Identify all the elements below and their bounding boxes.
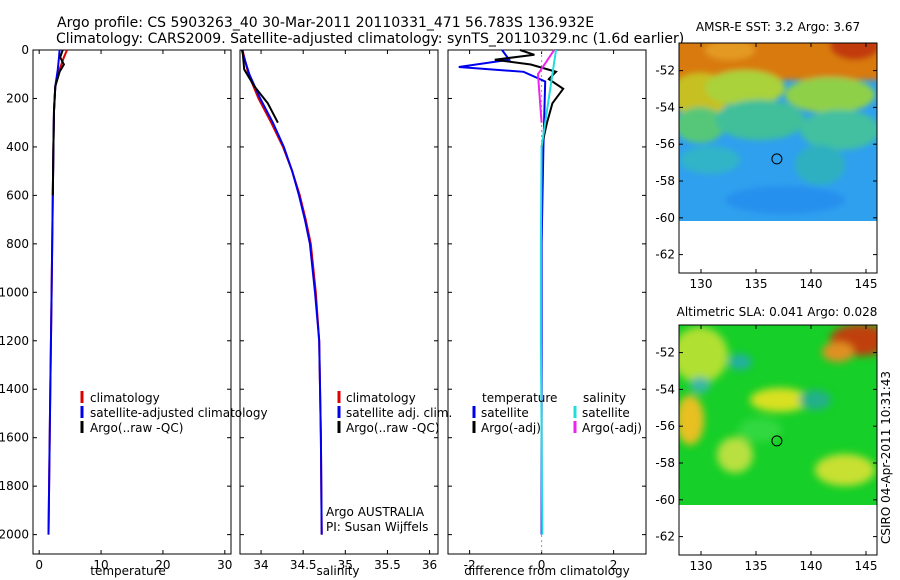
x-tick-label: 10 [93,558,108,572]
map-y-tick-label: -54 [655,382,675,396]
series-line-temperature-satellite [458,49,547,535]
x-tick-label: 34 [253,558,268,572]
map-x-tick-label: 145 [855,559,878,573]
legend-label-temp-argo: Argo(-adj) [481,421,541,435]
x-tick-label: 34.5 [290,558,317,572]
x-tick-label: 35 [338,558,353,572]
y-tick-label: 400 [6,140,29,154]
map-y-tick-label: -58 [655,456,675,470]
x-tick-label: 2 [610,558,618,572]
map-x-tick-label: 130 [690,277,713,291]
map-y-tick-label: -56 [655,137,675,151]
sst-map-box [678,42,878,274]
legend-label-satellite: satellite adj. clim. [346,406,452,420]
y-tick-label: 1800 [0,479,29,493]
figure-title-line1: Argo profile: CS 5903263_40 30-Mar-2011 … [57,15,594,31]
sla-argo-marker [771,435,783,447]
y-tick-label: 0 [21,43,29,57]
map-y-tick-label: -60 [655,493,675,507]
difference-legend: temperature salinity satellite Argo(-adj… [472,391,642,435]
map-x-tick-label: 140 [800,559,823,573]
sst-map-panel: AMSR-E SST: 3.2 Argo: 3.67 130 135 140 145 -… [655,20,878,291]
x-tick-label: 20 [155,558,170,572]
legend-header-salinity: salinity [583,391,626,405]
x-tick-label: 36 [422,558,437,572]
sla-map-panel: Altimetric SLA: 0.041 Argo: 0.028 130 135… [655,305,878,573]
y-tick-label: 1000 [0,285,29,299]
x-tick-label: 30 [217,558,232,572]
sst-map-title: AMSR-E SST: 3.2 Argo: 3.67 [696,20,860,34]
x-tick-label: 0 [35,558,43,572]
difference-xlabel: difference from climatology [464,564,630,578]
sst-heatmap [679,43,877,221]
y-tick-label: 1600 [0,431,29,445]
legend-label-climatology: climatology [346,391,416,405]
y-tick-label: 200 [6,91,29,105]
figure-title-line2: Climatology: CARS2009. Satellite-adjuste… [56,31,684,47]
temperature-xlabel: temperature [90,564,165,578]
timestamp-watermark: CSIRO 04-Apr-2011 10:31:43 [879,371,893,544]
legend-label-climatology: climatology [90,391,160,405]
temperature-panel: 0 10 20 30 0 200 400 600 800 1000 1200 1400 1600 1800… [0,43,268,578]
salinity-xlabel: salinity [316,564,359,578]
legend-label-argo: Argo(..raw -QC) [90,421,183,435]
difference-panel: -2 0 2 difference from climatology tempera… [447,49,647,578]
legend-header-temperature: temperature [482,391,557,405]
map-x-tick-label: 130 [690,559,713,573]
sla-map-title: Altimetric SLA: 0.041 Argo: 0.028 [677,305,878,319]
difference-axes-box [447,49,647,555]
map-y-tick-label: -52 [655,64,675,78]
sla-map-box [678,324,878,556]
legend-label-temp-satellite: satellite [481,406,529,420]
map-y-tick-label: -60 [655,211,675,225]
legend-label-argo: Argo(..raw -QC) [346,421,439,435]
y-tick-label: 1400 [0,382,29,396]
y-tick-label: 2000 [0,528,29,542]
series-line-argo-raw-qc- [241,49,279,124]
sla-heatmap [679,325,877,505]
salinity-panel: 34 34.5 35 35.5 36 salinity climatology sate… [239,49,452,578]
y-tick-label: 600 [6,188,29,202]
map-y-tick-label: -52 [655,346,675,360]
x-tick-label: 0 [538,558,546,572]
salinity-legend: climatology satellite adj. clim. Argo(..… [337,391,452,435]
salinity-axes-box [239,49,439,555]
map-y-tick-label: -54 [655,100,675,114]
map-x-tick-label: 140 [800,277,823,291]
legend-label-sal-argo: Argo(-adj) [582,421,642,435]
map-y-tick-label: -56 [655,419,675,433]
y-tick-label: 1200 [0,334,29,348]
map-y-tick-label: -62 [655,530,675,544]
series-line-salinity-argo-adj- [536,49,556,123]
series-line-salinity-satellite [539,49,557,535]
map-y-tick-label: -62 [655,248,675,262]
map-x-tick-label: 145 [855,277,878,291]
map-y-tick-label: -58 [655,174,675,188]
x-tick-label: 35.5 [374,558,401,572]
series-line-argo-raw-qc- [51,49,66,196]
map-x-tick-label: 135 [745,277,768,291]
legend-label-sal-satellite: satellite [582,406,630,420]
map-x-tick-label: 135 [745,559,768,573]
series-line-satellite-adj-clim- [240,49,323,535]
annotation-pi: PI: Susan Wijffels [326,520,428,534]
series-line-climatology [241,49,323,535]
annotation-argo-australia: Argo AUSTRALIA [326,505,425,519]
legend-label-satellite: satellite-adjusted climatology [90,406,268,420]
y-tick-label: 800 [6,237,29,251]
temperature-legend: climatology satellite-adjusted climatolo… [80,391,268,435]
x-tick-label: -2 [464,558,476,572]
temperature-axes-box [32,49,232,555]
sst-argo-marker [771,153,783,165]
